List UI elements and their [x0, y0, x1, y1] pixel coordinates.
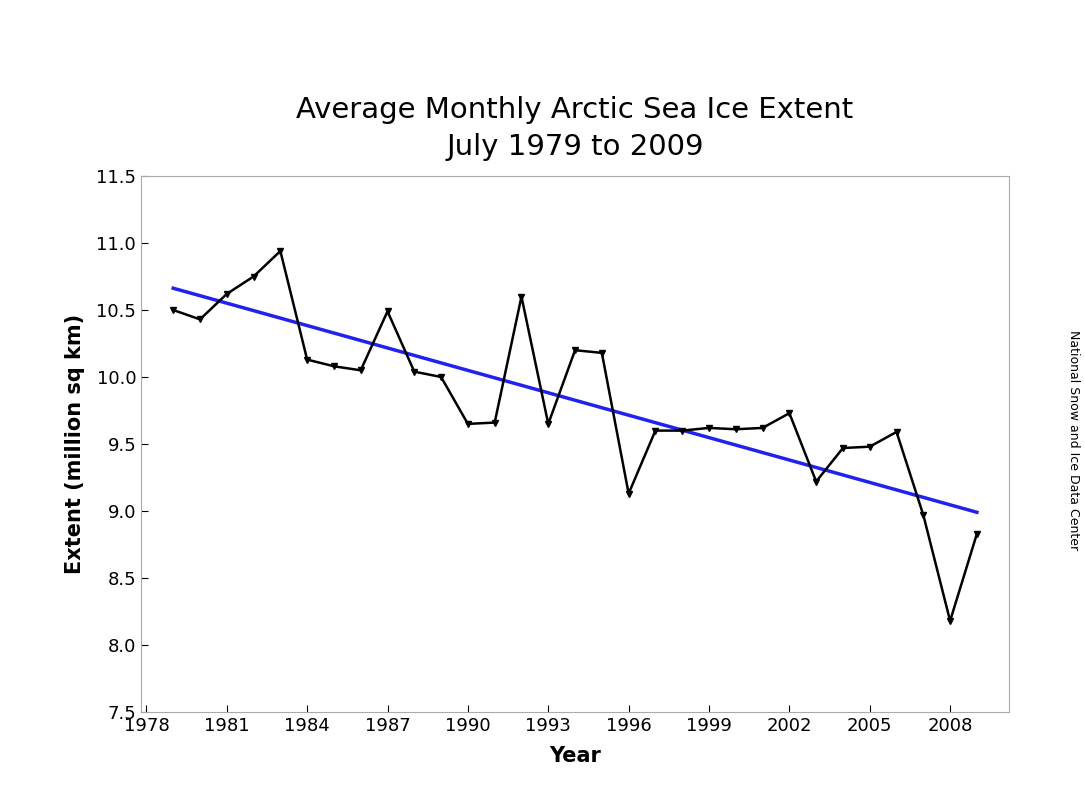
X-axis label: Year: Year — [549, 746, 601, 766]
Title: Average Monthly Arctic Sea Ice Extent
July 1979 to 2009: Average Monthly Arctic Sea Ice Extent Ju… — [296, 96, 854, 161]
Y-axis label: Extent (million sq km): Extent (million sq km) — [65, 314, 85, 574]
Text: National Snow and Ice Data Center: National Snow and Ice Data Center — [1067, 330, 1080, 550]
